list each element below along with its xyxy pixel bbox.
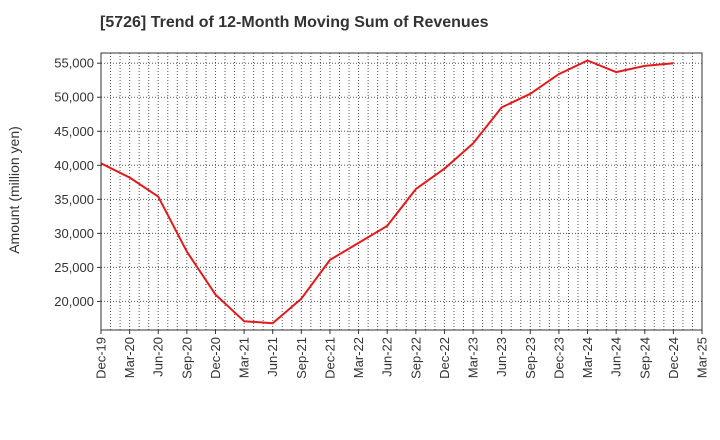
x-tick-label: Mar-22 [351,337,366,378]
x-tick-label: Sep-21 [294,337,309,379]
x-tick-label: Mar-20 [122,337,137,378]
x-tick-labels: Dec-19 Mar-20 Jun-20 Sep-20 Dec-20 Mar-21 Jun-… [94,330,710,379]
y-tick-label: 50,000 [54,90,94,105]
series-line-0 [100,59,674,325]
x-tick-label: Dec-22 [437,337,452,379]
x-tick-label: Jun-23 [494,337,509,377]
y-tick-labels: 20,000 25,000 30,000 35,000 40,000 45,000 50,0… [54,56,101,309]
x-tick-label: Jun-24 [609,337,624,377]
x-tick-label: Sep-23 [523,337,538,379]
y-tick-label: 35,000 [54,192,94,207]
series-layer [100,59,674,325]
x-tick-label: Dec-19 [94,337,109,379]
x-tick-label: Dec-20 [208,337,223,379]
x-tick-label: Dec-21 [322,337,337,379]
y-tick-label: 30,000 [54,226,94,241]
x-tick-label: Sep-22 [408,337,423,379]
x-tick-label: Jun-22 [380,337,395,377]
x-tick-label: Mar-23 [466,337,481,378]
x-tick-label: Jun-20 [151,337,166,377]
grid-lines [101,53,702,330]
y-tick-label: 40,000 [54,158,94,173]
x-tick-label: Dec-23 [551,337,566,379]
y-tick-label: 45,000 [54,124,94,139]
x-tick-label: Mar-21 [237,337,252,378]
x-tick-label: Mar-24 [580,337,595,378]
plot-area-frame [100,52,703,331]
x-tick-label: Mar-25 [695,337,710,378]
y-tick-label: 55,000 [54,56,94,71]
x-tick-label: Dec-24 [666,337,681,379]
y-tick-label: 20,000 [54,294,94,309]
chart-title: [5726] Trend of 12-Month Moving Sum of R… [100,14,489,31]
y-tick-label: 25,000 [54,260,94,275]
x-tick-label: Sep-20 [179,337,194,379]
x-tick-label: Sep-24 [637,337,652,379]
x-tick-label: Jun-21 [265,337,280,377]
